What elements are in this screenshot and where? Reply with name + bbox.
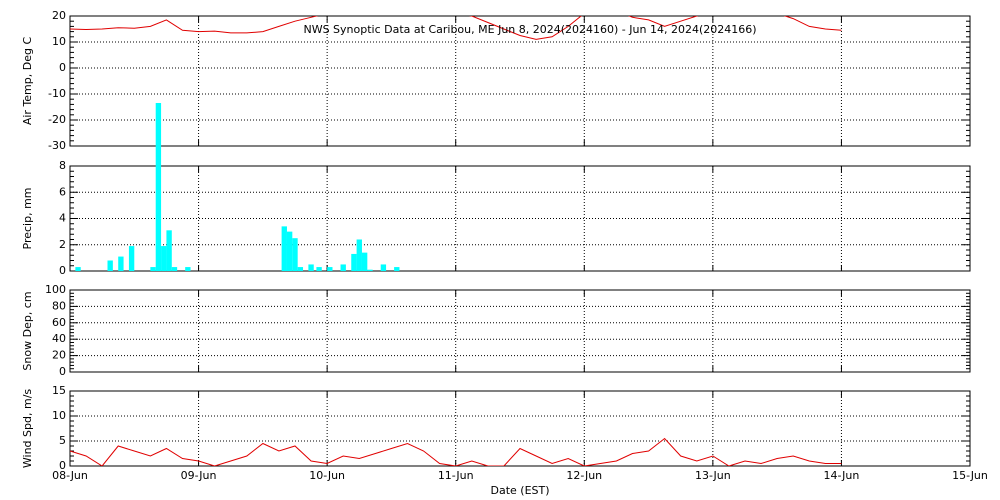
y-tick-label: 5 (59, 434, 66, 447)
x-tick-label: 12-Jun (566, 469, 602, 482)
y-tick-label: -10 (48, 87, 66, 100)
y-tick-label: 0 (59, 459, 66, 472)
y-tick-label: 0 (59, 365, 66, 378)
bar (155, 103, 162, 271)
bar (185, 267, 191, 271)
y-tick-label: -30 (48, 139, 66, 152)
y-tick-label: 2 (59, 238, 66, 251)
x-tick-label: 13-Jun (695, 469, 731, 482)
data-line (70, 437, 842, 466)
bar (394, 267, 400, 271)
panel-frame (69, 390, 971, 467)
y-axis-label: Snow Dep, cm (21, 291, 34, 370)
y-tick-label: 0 (59, 61, 66, 74)
y-axis-label: Precip, mm (21, 188, 34, 250)
y-tick-label: 8 (59, 159, 66, 172)
bar (118, 256, 124, 271)
y-tick-label: 20 (52, 9, 66, 22)
panel-frame (69, 15, 971, 147)
x-axis-label: Date (EST) (490, 484, 549, 497)
y-tick-label: 10 (52, 409, 66, 422)
y-tick-label: 80 (52, 299, 66, 312)
bar (292, 238, 298, 271)
y-tick-label: 0 (59, 264, 66, 277)
bar (150, 267, 156, 271)
y-tick-label: 10 (52, 35, 66, 48)
panel-frame (69, 165, 971, 272)
y-tick-label: 20 (52, 349, 66, 362)
bar (166, 230, 172, 271)
bar (327, 267, 333, 271)
y-tick-label: 100 (45, 283, 66, 296)
x-tick-label: 11-Jun (438, 469, 474, 482)
y-tick-label: -20 (48, 113, 66, 126)
x-tick-label: 09-Jun (181, 469, 217, 482)
y-axis-label: Air Temp, Deg C (21, 37, 34, 126)
bar (380, 264, 387, 271)
bar (128, 246, 135, 271)
y-tick-label: 4 (59, 212, 66, 225)
chart-title: NWS Synoptic Data at Caribou, ME Jun 8, … (303, 23, 756, 36)
x-tick-label: 15-Jun (952, 469, 988, 482)
bar (161, 246, 167, 271)
bar (361, 252, 368, 271)
y-tick-label: 15 (52, 384, 66, 397)
bar (75, 267, 81, 271)
panel-frame (69, 289, 971, 373)
y-axis-label: Wind Spd, m/s (21, 389, 34, 469)
bar (351, 253, 357, 271)
bar (367, 269, 373, 271)
y-tick-label: 40 (52, 332, 66, 345)
x-tick-label: 14-Jun (824, 469, 860, 482)
bar (308, 264, 314, 271)
bar (316, 267, 322, 271)
y-tick-label: 6 (59, 185, 66, 198)
bar (107, 260, 113, 271)
bar (297, 267, 304, 271)
bar (286, 231, 293, 271)
bar (356, 239, 362, 271)
data-line (70, 16, 842, 40)
bar (340, 264, 346, 271)
x-tick-label: 08-Jun (52, 469, 88, 482)
bar (281, 226, 287, 271)
bar (171, 267, 178, 271)
x-tick-label: 10-Jun (309, 469, 345, 482)
y-tick-label: 60 (52, 316, 66, 329)
